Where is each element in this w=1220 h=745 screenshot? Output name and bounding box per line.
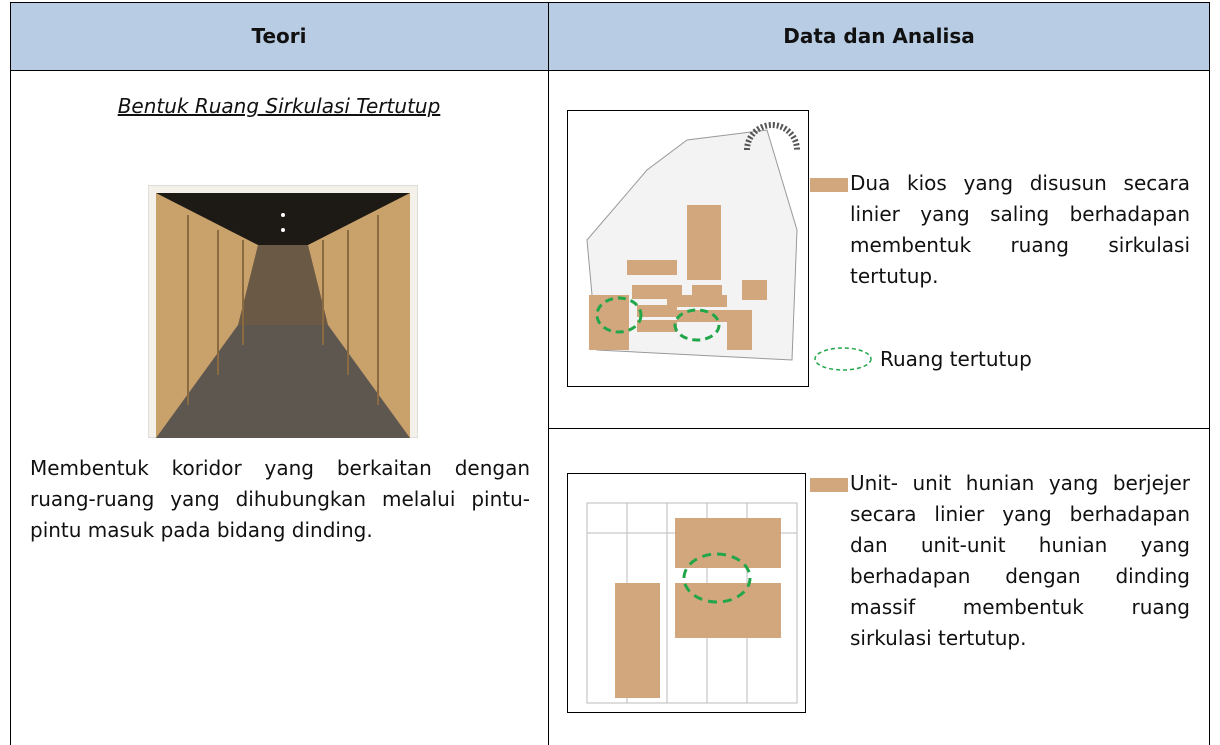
border: [10, 2, 1210, 3]
header-cell: Teori: [251, 24, 307, 48]
legend-ellipse: [814, 347, 872, 371]
legend-label: Ruang tertutup: [880, 347, 1032, 371]
analysis-text: Dua kios yang disusun secara linier yang…: [850, 171, 1190, 288]
border: [10, 70, 1210, 71]
border: [548, 428, 1210, 429]
floor-plan: [567, 473, 806, 713]
theory-text: Membentuk koridor yang berkaitan dengan …: [30, 456, 530, 542]
header-row: [10, 2, 1210, 70]
site-plan: [567, 110, 809, 387]
header-cell: Data dan Analisa: [783, 24, 975, 48]
border: [1209, 2, 1210, 745]
legend-swatch: [810, 478, 848, 492]
theory-title: Bentuk Ruang Sirkulasi Tertutup: [117, 94, 441, 118]
border: [10, 2, 11, 745]
analysis-text: Unit- unit hunian yang berjejer secara l…: [850, 471, 1190, 650]
legend-swatch: [810, 178, 848, 192]
corridor-photo: [148, 185, 418, 438]
border: [548, 2, 549, 745]
